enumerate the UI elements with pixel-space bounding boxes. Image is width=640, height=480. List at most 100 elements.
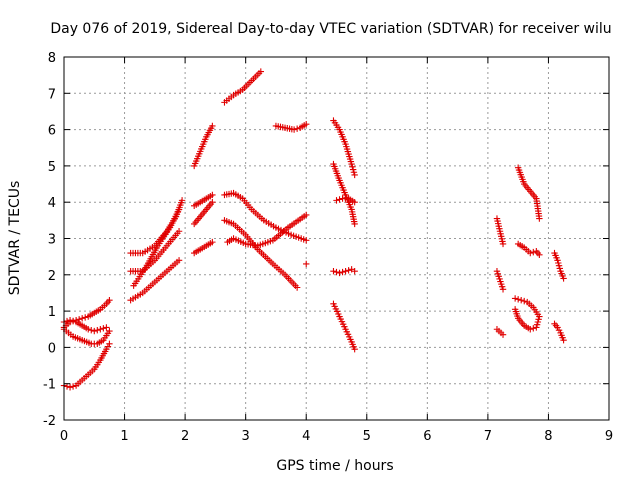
y-tick-label: -2 — [43, 414, 56, 429]
data-point — [106, 327, 113, 335]
chart-title: Day 076 of 2019, Sidereal Day-to-day VTE… — [50, 21, 611, 37]
data-point — [175, 228, 183, 235]
data-point — [554, 324, 561, 331]
data-point — [348, 160, 355, 168]
data-point — [175, 257, 183, 264]
data-point — [530, 248, 537, 256]
data-point — [88, 326, 95, 334]
series-arc-22 — [330, 266, 358, 277]
data-point — [94, 326, 101, 334]
data-point — [178, 197, 186, 204]
series-arc-17 — [272, 120, 310, 133]
data-point — [97, 326, 104, 333]
data-point — [106, 340, 113, 347]
series-arc-10 — [190, 191, 216, 210]
x-tick-label: 8 — [544, 429, 552, 444]
series-arc-31 — [551, 320, 567, 344]
data-point — [103, 346, 110, 353]
data-point — [175, 206, 183, 213]
data-point — [66, 316, 74, 324]
series-arc-30 — [551, 249, 567, 282]
y-tick-label: 7 — [48, 87, 56, 102]
series-arc-24 — [493, 215, 507, 248]
data-point — [535, 316, 542, 323]
y-tick-label: -1 — [43, 378, 56, 393]
data-point — [345, 267, 352, 274]
x-tick-label: 6 — [423, 429, 431, 444]
y-axis-label: SDTVAR / TECUs — [7, 181, 23, 296]
x-tick-label: 1 — [120, 429, 128, 444]
series-arc-29 — [511, 295, 543, 333]
data-point — [330, 267, 337, 275]
x-tick-label: 3 — [242, 429, 250, 444]
data-point — [303, 120, 310, 128]
x-tick-label: 9 — [605, 429, 613, 444]
data-point — [303, 260, 310, 268]
data-point — [511, 295, 519, 302]
data-point — [103, 324, 110, 331]
data-point — [556, 265, 563, 272]
data-point — [351, 220, 358, 228]
data-point — [351, 346, 358, 353]
y-tick-label: 4 — [48, 196, 56, 211]
y-axis-ticks: -2 -1 0 1 2 3 4 5 6 7 8 — [43, 51, 609, 429]
series-arc-4 — [60, 326, 113, 347]
x-tick-label: 4 — [302, 429, 310, 444]
data-point — [293, 284, 301, 291]
data-point — [536, 215, 543, 222]
y-tick-label: 5 — [48, 160, 56, 175]
data-point — [257, 68, 265, 75]
data-point — [517, 297, 525, 304]
data-point — [333, 268, 340, 276]
data-point — [69, 383, 77, 390]
data-point — [104, 343, 112, 350]
series-arc-26 — [493, 326, 507, 338]
y-tick-label: 0 — [48, 341, 56, 356]
data-point — [533, 324, 540, 331]
data-point — [342, 267, 349, 275]
x-tick-label: 2 — [181, 429, 189, 444]
data-point — [536, 313, 543, 320]
data-point — [293, 125, 301, 132]
data-point — [290, 126, 298, 133]
data-point — [303, 211, 310, 219]
data-point — [527, 249, 534, 257]
data-point — [66, 384, 74, 391]
data-point — [75, 316, 83, 323]
y-tick-label: 3 — [48, 233, 56, 248]
data-point — [78, 315, 86, 322]
data-point — [499, 240, 507, 248]
data-point — [555, 262, 563, 269]
gridlines — [64, 57, 609, 420]
data-point — [560, 275, 567, 282]
data-point — [351, 171, 358, 179]
data-point — [521, 297, 528, 305]
data-point — [336, 269, 343, 277]
data-point — [514, 296, 522, 303]
data-point — [349, 163, 356, 171]
data-point — [554, 257, 561, 264]
series-arc-25 — [493, 267, 507, 293]
data-point — [303, 237, 310, 244]
data-point — [499, 331, 507, 338]
data-point — [511, 306, 519, 313]
data-point — [100, 325, 107, 332]
series-arc-19 — [330, 117, 358, 179]
series-arc-9 — [190, 122, 216, 170]
data-point — [351, 267, 358, 275]
data-point — [350, 169, 358, 176]
data-point — [81, 314, 89, 321]
data-point — [106, 297, 113, 304]
data-point — [349, 166, 357, 173]
data-point — [209, 122, 216, 130]
series-arc-14 — [221, 189, 310, 244]
series-arc-12 — [190, 238, 216, 257]
data-point — [499, 286, 507, 293]
series-arc-21 — [333, 195, 358, 206]
series-arc-8 — [127, 257, 183, 304]
data-point — [69, 317, 77, 325]
data-point — [85, 326, 92, 333]
y-tick-label: 1 — [48, 305, 56, 320]
data-point — [339, 268, 346, 276]
